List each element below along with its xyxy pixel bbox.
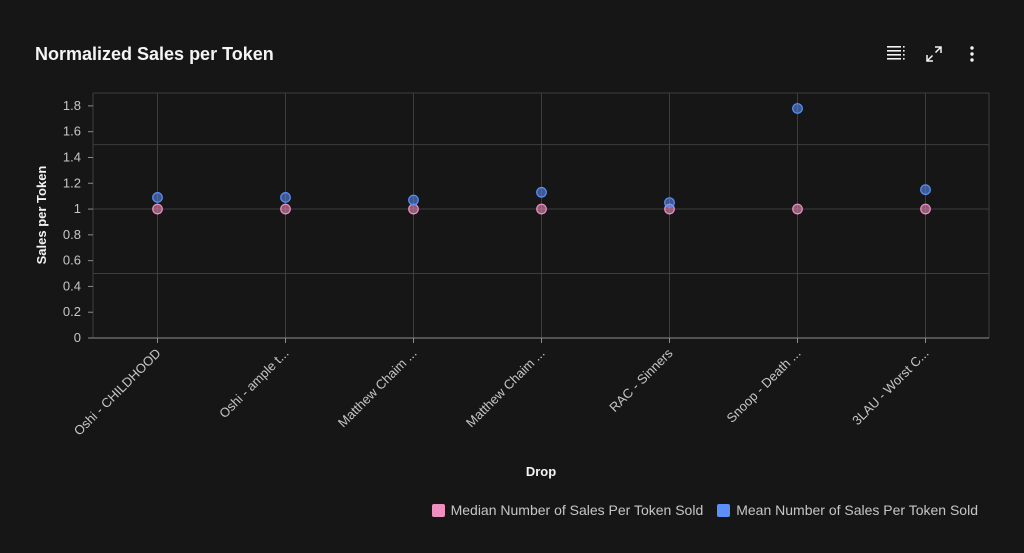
table-view-button[interactable] xyxy=(884,42,908,66)
grid-lines xyxy=(92,92,990,339)
y-tick-label: 1.2 xyxy=(63,175,81,190)
chart-legend: Median Number of Sales Per Token Sold Me… xyxy=(431,502,978,518)
x-tick-label: Matthew Chaim ... xyxy=(463,346,548,431)
x-tick-label: Matthew Chaim ... xyxy=(335,346,420,431)
y-tick-label: 1.8 xyxy=(63,98,81,113)
y-tick-label: 1.6 xyxy=(63,124,81,139)
y-tick-label: 0.8 xyxy=(63,227,81,242)
overflow-menu-icon xyxy=(970,46,974,62)
mean-point xyxy=(920,184,931,196)
mean-point xyxy=(664,197,675,209)
overflow-menu-button[interactable] xyxy=(960,42,984,66)
mean-point xyxy=(408,194,419,206)
y-tick-label: 1 xyxy=(74,201,81,216)
median-point xyxy=(152,203,163,215)
x-tick-label: Snoop - Death ... xyxy=(724,346,804,426)
legend-label-median: Median Number of Sales Per Token Sold xyxy=(450,502,704,518)
legend-item-median[interactable]: Median Number of Sales Per Token Sold xyxy=(431,502,704,518)
table-view-icon xyxy=(887,46,905,60)
y-tick-label: 1.4 xyxy=(63,149,81,164)
x-tick-label: 3LAU - Worst C... xyxy=(849,346,931,428)
y-tick-label: 0.2 xyxy=(63,304,81,319)
y-axis: 0 0.2 0.4 0.6 0.8 1 1.2 1.4 1.6 1.8 xyxy=(63,98,93,345)
y-axis-title: Sales per Token xyxy=(34,166,49,265)
median-point xyxy=(792,203,803,215)
y-tick-label: 0.4 xyxy=(63,278,81,293)
median-point xyxy=(408,203,419,215)
chart-title: Normalized Sales per Token xyxy=(35,44,274,64)
y-tick-label: 0.6 xyxy=(63,253,81,268)
x-tick-label: Oshi - ample t... xyxy=(216,346,291,421)
maximize-button[interactable] xyxy=(922,42,946,66)
median-point xyxy=(920,203,931,215)
legend-item-mean[interactable]: Mean Number of Sales Per Token Sold xyxy=(717,502,978,518)
chart-toolbar xyxy=(884,42,984,66)
y-tick-label: 0 xyxy=(74,330,81,345)
legend-swatch-median xyxy=(431,503,445,517)
x-tick-label: RAC - Sinners xyxy=(606,345,676,415)
mean-point xyxy=(152,192,163,203)
legend-swatch-mean xyxy=(717,503,731,517)
median-point xyxy=(280,203,291,215)
x-tick-label: Oshi - CHILDHOOD xyxy=(71,346,164,439)
x-axis-title: Drop xyxy=(526,464,556,479)
mean-point xyxy=(536,186,547,198)
legend-label-mean: Mean Number of Sales Per Token Sold xyxy=(736,502,978,518)
maximize-icon xyxy=(926,46,942,62)
mean-point xyxy=(280,192,291,203)
mean-point xyxy=(792,103,803,114)
median-point xyxy=(536,203,547,215)
x-axis: Oshi - CHILDHOOD Oshi - ample t... Matthew… xyxy=(71,338,932,438)
data-points xyxy=(152,103,931,215)
